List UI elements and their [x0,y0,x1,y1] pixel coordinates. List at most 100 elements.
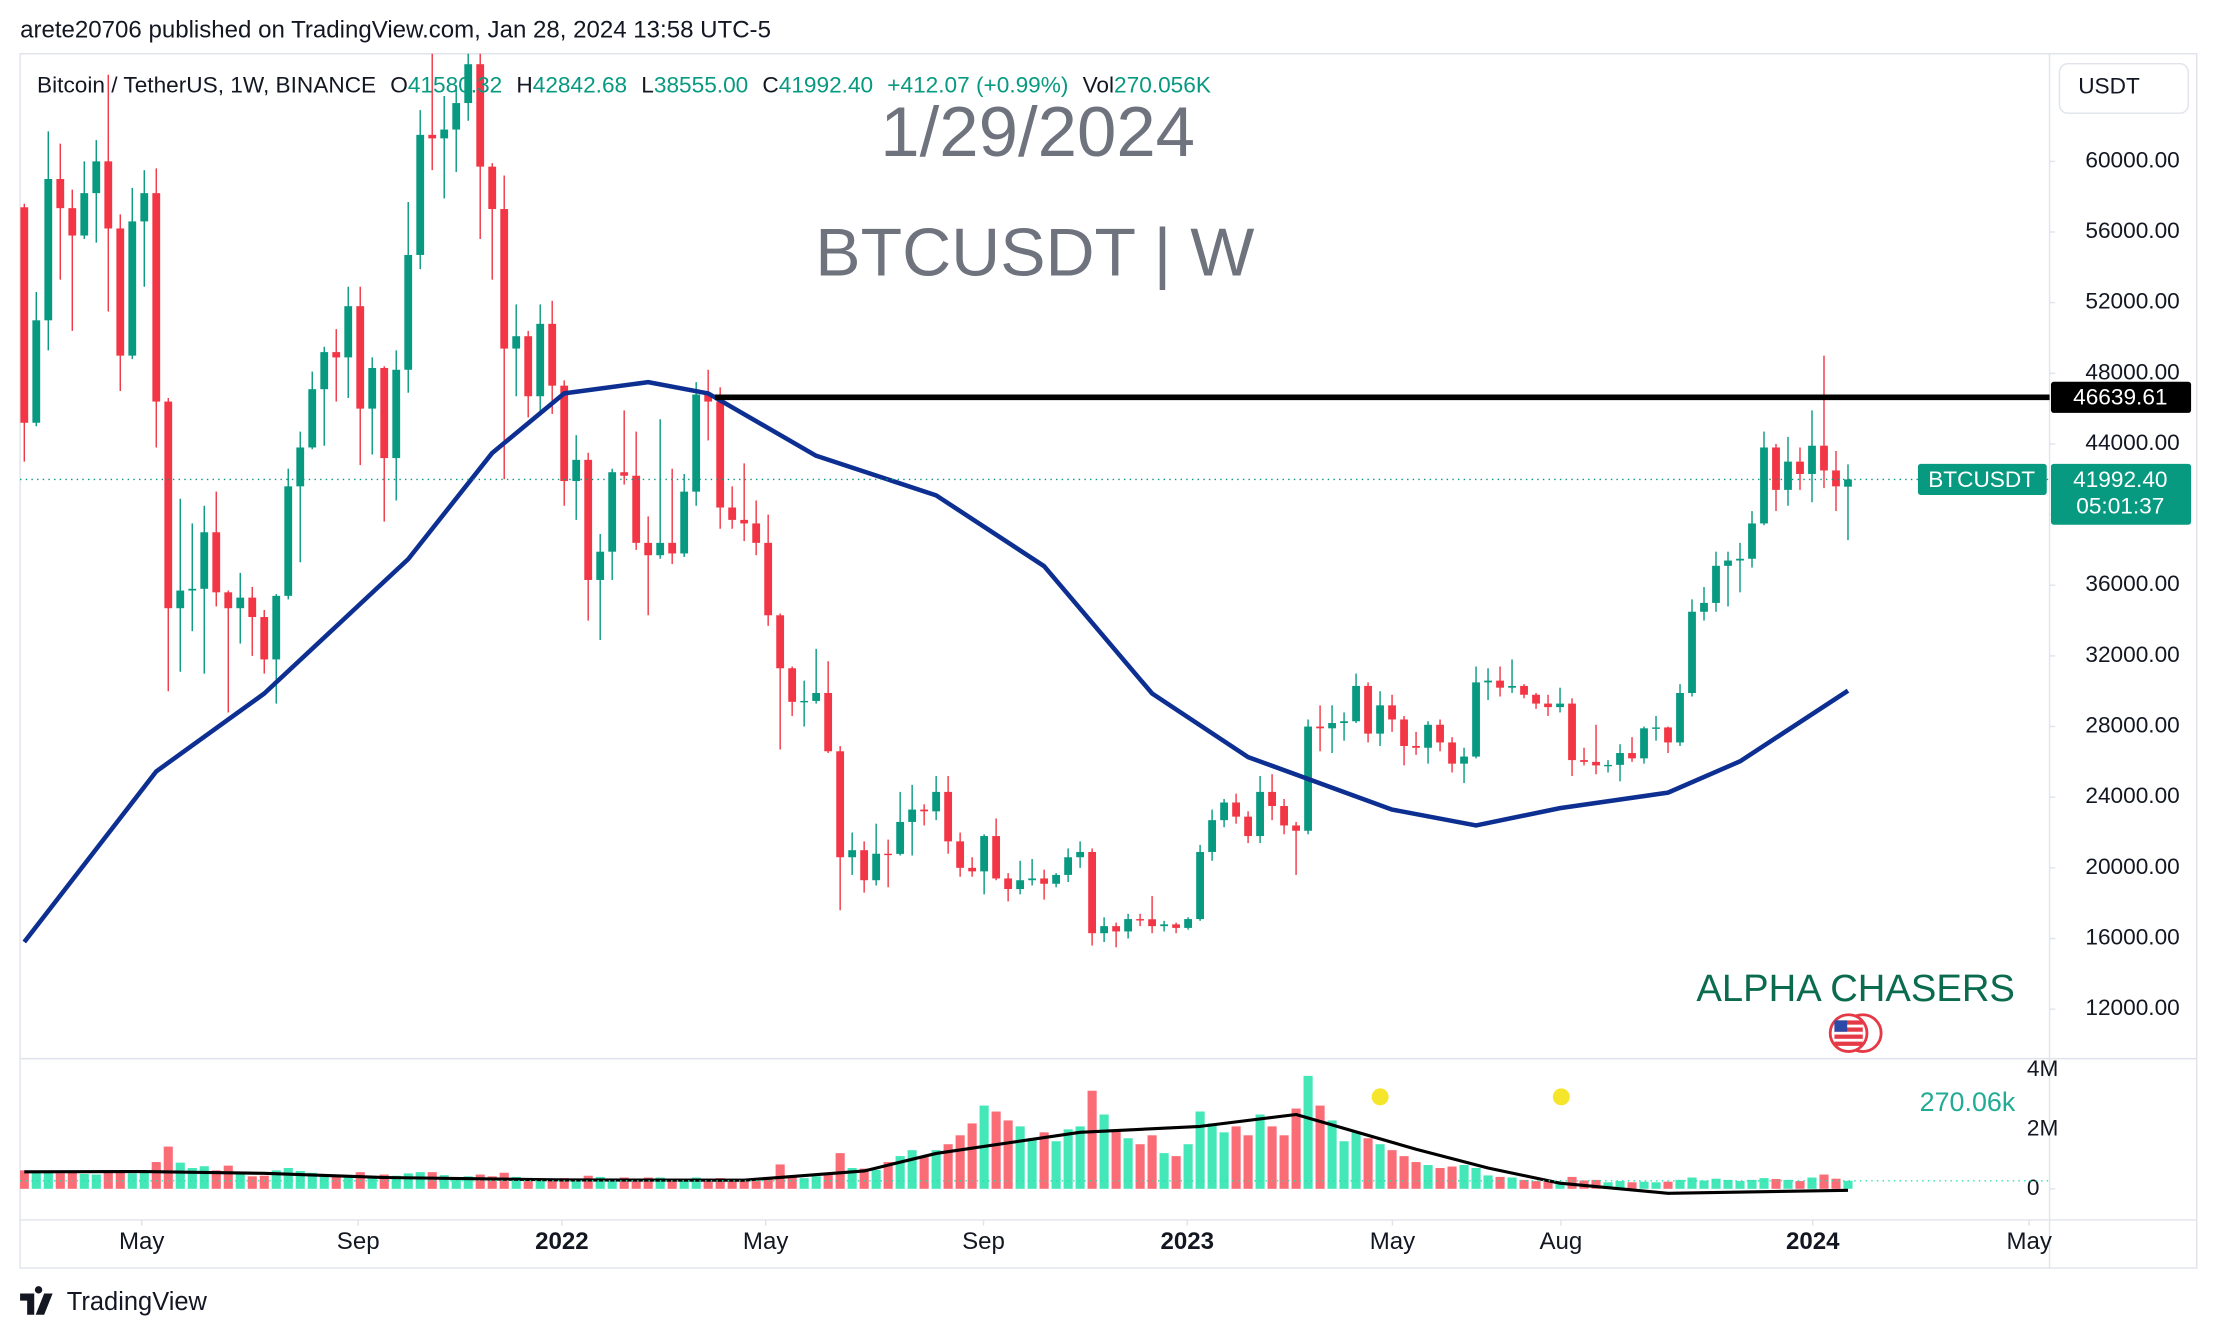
candle-body [836,751,845,858]
volume-bar [1195,1111,1205,1189]
volume-bar [115,1170,125,1189]
candle-body [1604,764,1612,767]
volume-bar [187,1168,197,1189]
candle-body [1076,851,1085,858]
volume-bar [811,1176,821,1189]
candle-body [1196,851,1204,920]
candle-body [1004,878,1013,890]
x-tick-label: May [1370,1228,1415,1255]
brand-flag-icon [1828,1013,1883,1053]
volume-bar [451,1177,461,1189]
currency-button-frame[interactable] [2058,62,2189,114]
volume-bar [1483,1175,1493,1189]
level-tag-label: 46639.61 [2073,385,2167,410]
volume-bar [907,1150,917,1189]
volume-bar [727,1181,737,1189]
volume-bar [1243,1135,1253,1189]
legend-value: 42842.68 [533,72,627,97]
volume-bar [43,1172,53,1189]
volume-bar [679,1180,689,1189]
candle-body [476,64,485,167]
candle-body [1028,878,1037,881]
candle-body [1220,802,1228,821]
candle-body [248,597,257,618]
candle-body [344,306,353,358]
candle-body [1700,602,1708,612]
volume-bar [523,1178,533,1189]
chart-frame [19,53,2198,1269]
candle-body [536,323,545,397]
volume-bar [1387,1150,1397,1189]
last-price-tag [2050,463,2192,525]
candle-body [1376,705,1384,734]
moving-average-line [22,379,1850,944]
candle-body [848,850,857,858]
volume-bar [1267,1126,1277,1189]
candle-body [1556,703,1564,708]
volume-bar [607,1178,617,1189]
last-price-name: BTCUSDT [1928,467,2035,492]
volume-bar [583,1175,593,1189]
volume-bar [127,1173,137,1189]
volume-bar [667,1179,677,1189]
annotation-brand: ALPHA CHASERS [1696,967,2014,1010]
volume-bar [1831,1178,1841,1189]
volume-pane [20,1075,1853,1195]
candle-body [656,542,665,556]
volume-bar [1615,1181,1625,1189]
volume-bar [643,1177,653,1189]
candle-body [632,475,641,543]
candle-body [1532,694,1540,704]
volume-bar [379,1174,389,1189]
candle-body [1712,565,1720,603]
x-tick-label: 2022 [535,1228,589,1255]
candle-body [80,193,89,236]
candle-body [1784,461,1792,490]
volume-bar [331,1175,341,1189]
volume-bar [895,1156,905,1189]
event-dot[interactable] [1371,1088,1389,1106]
volume-bar [151,1162,161,1189]
candle-body [1148,919,1157,927]
y-tick-label: 24000.00 [2085,783,2179,808]
legend-key: O [390,72,408,97]
y-tick-label: 28000.00 [2085,713,2179,738]
candle-body [356,306,365,409]
volume-bar [1039,1132,1049,1189]
candle-body [668,542,677,554]
candle-body [1040,878,1049,884]
volume-bar [619,1177,629,1189]
volume-bar [631,1178,641,1189]
candle-body [236,597,245,609]
volume-bar [703,1178,713,1189]
candle-body [1340,721,1348,724]
volume-bar [823,1174,833,1189]
candle-body [1244,816,1252,837]
volume-bar [655,1177,665,1189]
volume-bar [1231,1126,1241,1189]
legend-title: Bitcoin / TetherUS, 1W, BINANCE [37,72,376,97]
volume-bar [271,1170,281,1189]
volume-bar [595,1176,605,1189]
candle-body [140,193,149,222]
volume-bar [463,1176,473,1189]
volume-bar [1495,1176,1505,1189]
currency-button-label[interactable]: USDT [2078,74,2140,99]
candle-body [1112,926,1121,932]
event-dot[interactable] [1552,1088,1570,1106]
currency-button[interactable]: USDT [2058,62,2189,114]
volume-bar [835,1153,845,1189]
volume-bar [1783,1179,1793,1189]
candle-body [1352,685,1360,722]
volume-bar [295,1170,305,1189]
overlay: 12000.00 16000.00 20000.00 24000.00 28000.00… [20,147,2192,1255]
candle-body [1100,926,1109,934]
candle-body [728,507,737,520]
candle-body [128,221,137,356]
candle-body [1508,685,1516,688]
volume-bar [367,1176,377,1189]
volume-bar [943,1144,953,1189]
volume-bar [1591,1179,1601,1189]
x-tick-label: May [2006,1228,2051,1255]
candle-body [1652,727,1660,729]
